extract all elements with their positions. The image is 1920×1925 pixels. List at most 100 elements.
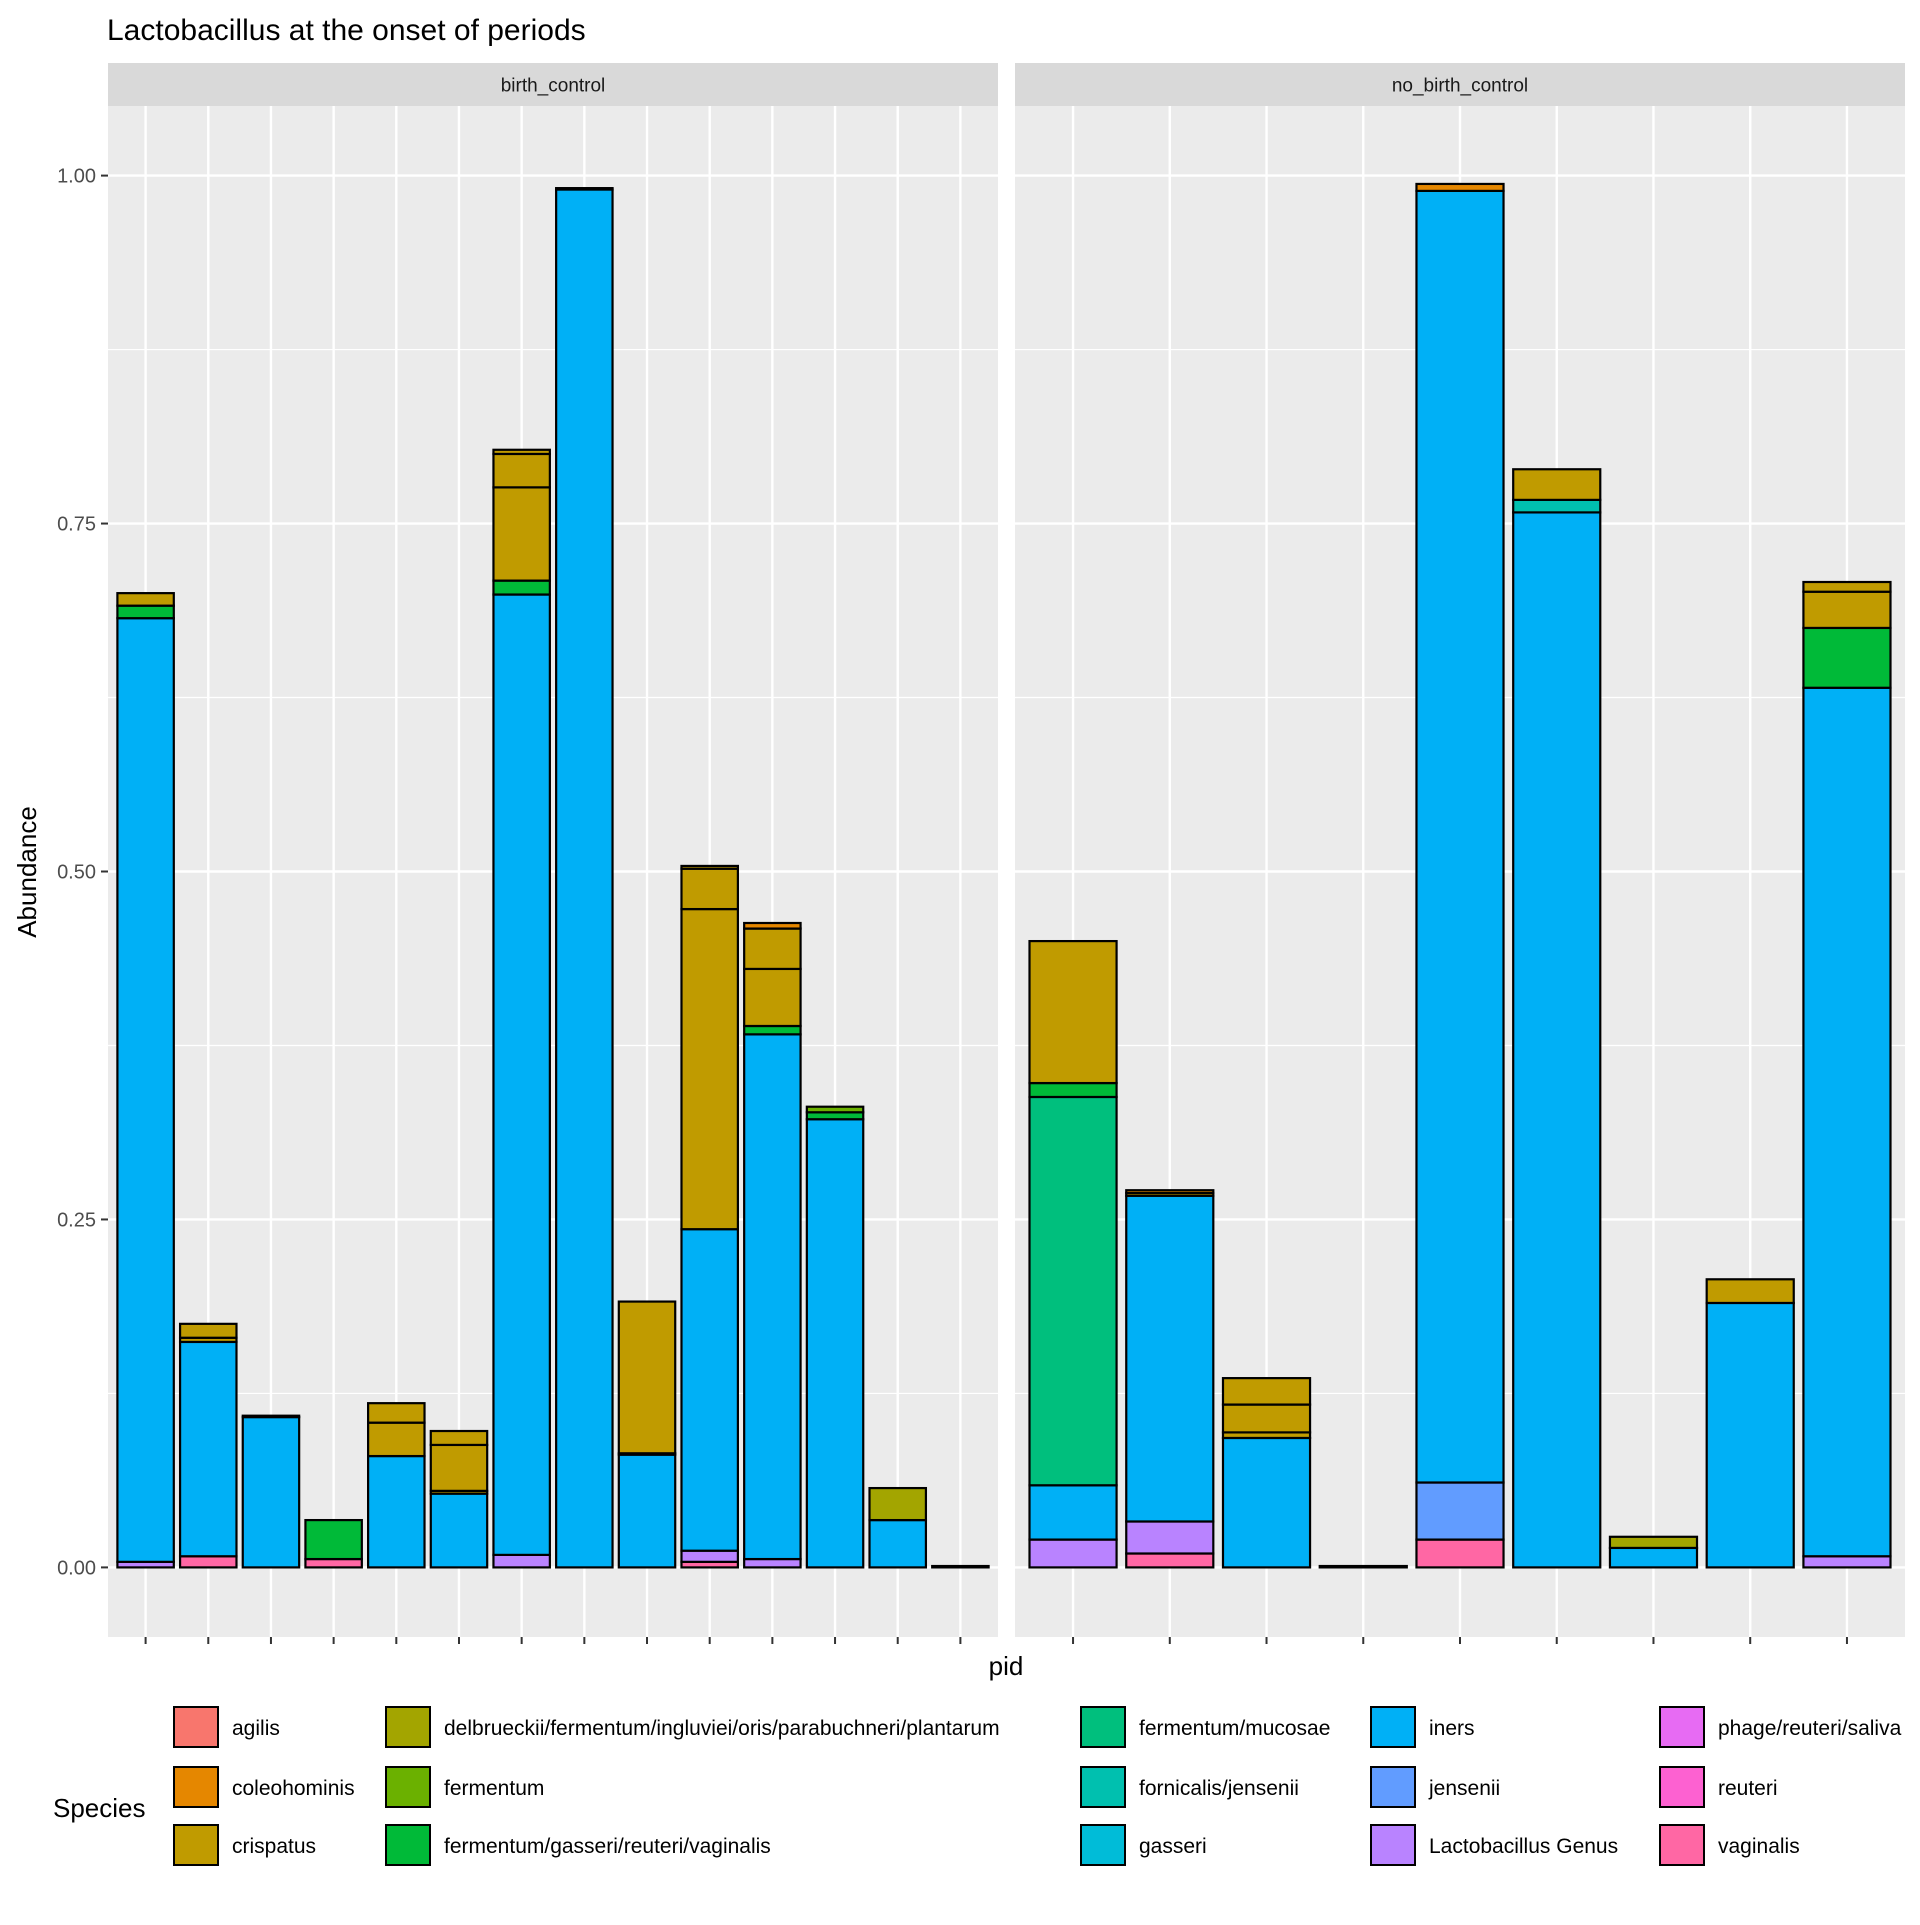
legend-item: jensenii [1370, 1766, 1500, 1808]
bar-segment [1608, 1535, 1699, 1550]
legend-item: fermentum/gasseri/reuteri/vaginalis [385, 1824, 771, 1866]
bar-12 [805, 1105, 865, 1569]
bar-segment [492, 593, 551, 1556]
legend-item: delbrueckii/fermentum/ingluviei/oris/par… [385, 1706, 1000, 1748]
bar-segment [492, 1553, 551, 1569]
bar-segment [1221, 1403, 1312, 1434]
bar-segment [304, 1557, 363, 1569]
bar-5 [367, 1402, 426, 1569]
bar-2 [1125, 1189, 1215, 1569]
x-axis-label: pid [989, 1651, 1024, 1681]
bar-segment [492, 486, 551, 582]
bar-segment [241, 1415, 301, 1569]
legend-item: iners [1370, 1706, 1475, 1748]
bar-segment [555, 187, 614, 191]
bar-segment [304, 1518, 363, 1561]
bar-segment [1802, 686, 1892, 1558]
bar-segment [743, 1033, 802, 1561]
panel-birth_control: birth_control [108, 63, 998, 1644]
bar-segment [367, 1454, 426, 1569]
bar-segment [1125, 1520, 1215, 1555]
legend-item: gasseri [1080, 1824, 1207, 1866]
bar-segment [1028, 939, 1118, 1085]
legend-title: Species [53, 1793, 146, 1823]
legend-swatch [1370, 1706, 1416, 1748]
legend-swatch [1370, 1766, 1416, 1808]
legend-label: agilis [232, 1717, 280, 1740]
bar-segment [805, 1105, 865, 1114]
bar-segment [1512, 511, 1602, 1569]
bar-segment [1318, 1564, 1408, 1569]
bar-6 [429, 1429, 489, 1569]
legend-swatch [1370, 1824, 1416, 1866]
bar-segment [1221, 1436, 1312, 1569]
y-axis-label: Abundance [12, 806, 42, 938]
bar-segment [1415, 1538, 1505, 1569]
legend-swatch [173, 1706, 219, 1748]
bar-segment [1415, 182, 1505, 193]
legend-item: phage/reuteri/saliva [1659, 1706, 1902, 1748]
bar-segment [1802, 580, 1892, 593]
legend-swatch [1080, 1706, 1126, 1748]
bar-segment [743, 921, 802, 930]
legend-item: Lactobacillus Genus [1370, 1824, 1618, 1866]
bar-10 [680, 864, 739, 1569]
bar-8 [555, 187, 614, 1569]
legend-swatch [1659, 1824, 1705, 1866]
bar-segment [367, 1421, 426, 1458]
bar-segment [1802, 590, 1892, 630]
bar-segment [1415, 189, 1505, 1484]
facet-strip [108, 63, 998, 106]
legend-label: crispatus [232, 1835, 316, 1858]
legend-label: fornicalis/jensenii [1139, 1777, 1299, 1800]
bar-7 [492, 448, 551, 1569]
bar-segment [429, 1492, 489, 1569]
bar-segment [680, 864, 739, 870]
legend-item: crispatus [173, 1824, 316, 1866]
legend-label: Lactobacillus Genus [1429, 1835, 1618, 1858]
bar-segment [1125, 1189, 1215, 1195]
bar-5 [1415, 182, 1505, 1569]
legend-swatch [1659, 1706, 1705, 1748]
bar-segment [492, 448, 551, 456]
bar-segment [1608, 1546, 1699, 1569]
legend-label: gasseri [1139, 1835, 1207, 1858]
facet-strip-label: no_birth_control [1392, 76, 1528, 97]
bar-segment [178, 1340, 238, 1558]
legend-item: vaginalis [1659, 1824, 1800, 1866]
bar-segment [555, 188, 614, 1569]
bar-segment [931, 1564, 990, 1569]
bar-segment [1221, 1377, 1312, 1406]
bar-segment [617, 1453, 677, 1569]
bar-segment [1125, 1194, 1215, 1523]
bar-segment [492, 579, 551, 596]
bar-segment [743, 1557, 802, 1569]
bar-segment [1705, 1278, 1795, 1305]
bar-segment [1802, 1555, 1892, 1569]
bar-segment [116, 604, 175, 620]
y-tick-label: 1.00 [57, 166, 96, 188]
bar-segment [492, 452, 551, 489]
bar-segment [743, 967, 802, 1028]
legend-item: fornicalis/jensenii [1080, 1766, 1299, 1808]
bar-segment [617, 1300, 677, 1455]
y-tick-label: 0.75 [57, 514, 96, 536]
legend-label: jensenii [1428, 1777, 1500, 1800]
bar-segment [1512, 498, 1602, 514]
legend-label: fermentum [444, 1777, 544, 1800]
bar-segment [680, 867, 739, 911]
bar-4 [304, 1518, 363, 1569]
bar-9 [617, 1300, 677, 1569]
bar-segment [429, 1443, 489, 1492]
y-tick-label: 0.50 [57, 862, 96, 884]
bar-segment [680, 1549, 739, 1563]
panels-layer: birth_control no_birth_control [108, 63, 1905, 1644]
bar-segment [805, 1118, 865, 1569]
bar-segment [367, 1402, 426, 1424]
bar-8 [1705, 1278, 1795, 1569]
bar-segment [429, 1429, 489, 1447]
legend-item: agilis [173, 1706, 280, 1748]
bar-7 [1608, 1535, 1699, 1569]
legend-layer: agilis coleohominis crispatus delbrueckii/f… [173, 1706, 1902, 1866]
